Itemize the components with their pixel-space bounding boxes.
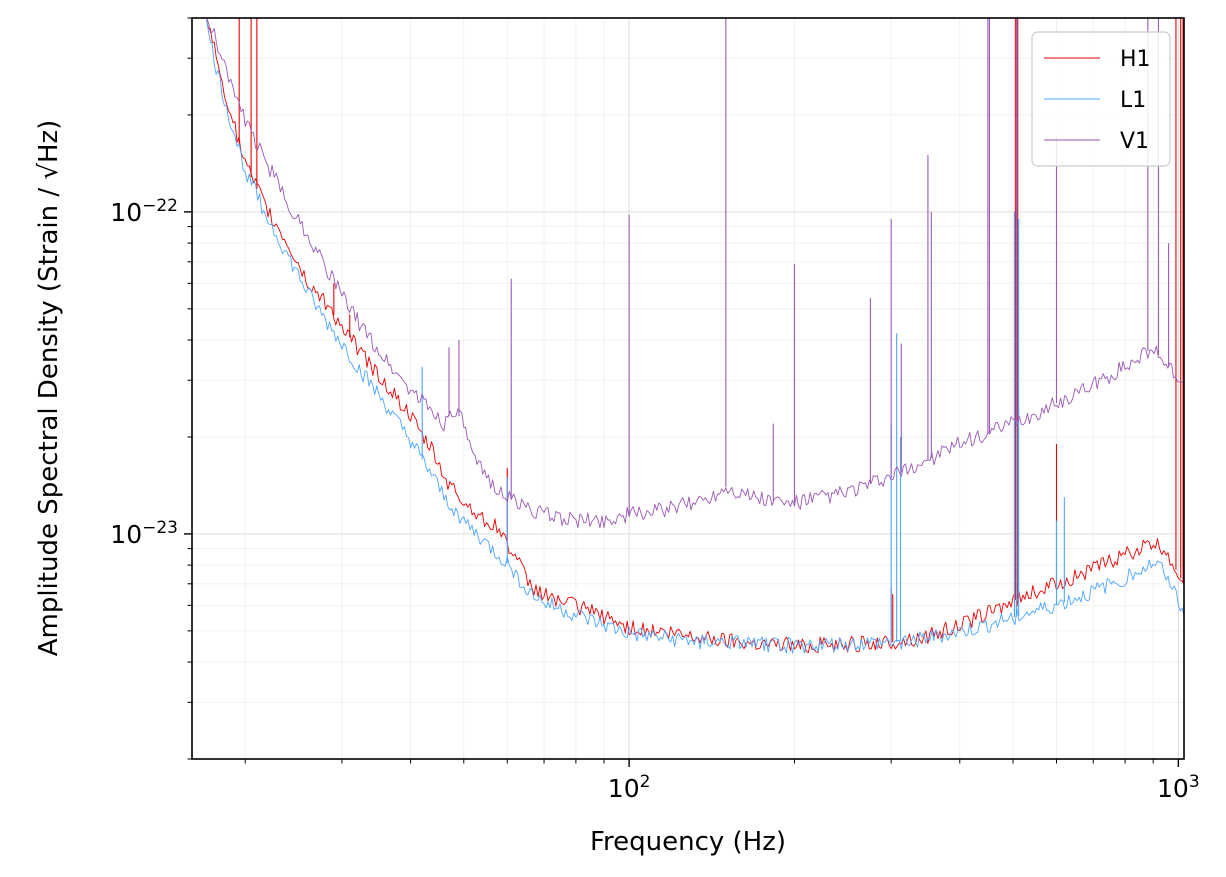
series-line-v1 [206, 18, 1184, 529]
legend-label-l1: L1 [1120, 88, 1146, 113]
series-layer [206, 18, 1184, 654]
x-tick-label: 102 [608, 772, 651, 803]
legend-label-h1: H1 [1120, 47, 1151, 72]
plot-frame [191, 17, 1185, 760]
axis-ticks [184, 17, 1180, 767]
series-line-l1 [206, 19, 1184, 654]
legend: H1 L1 V1 [1031, 31, 1171, 167]
y-axis-label: Amplitude Spectral Density (Strain / √Hz… [34, 120, 64, 657]
x-axis-label: Frequency (Hz) [590, 827, 786, 857]
legend-label-v1: V1 [1120, 129, 1149, 154]
legend-box [1031, 31, 1171, 167]
